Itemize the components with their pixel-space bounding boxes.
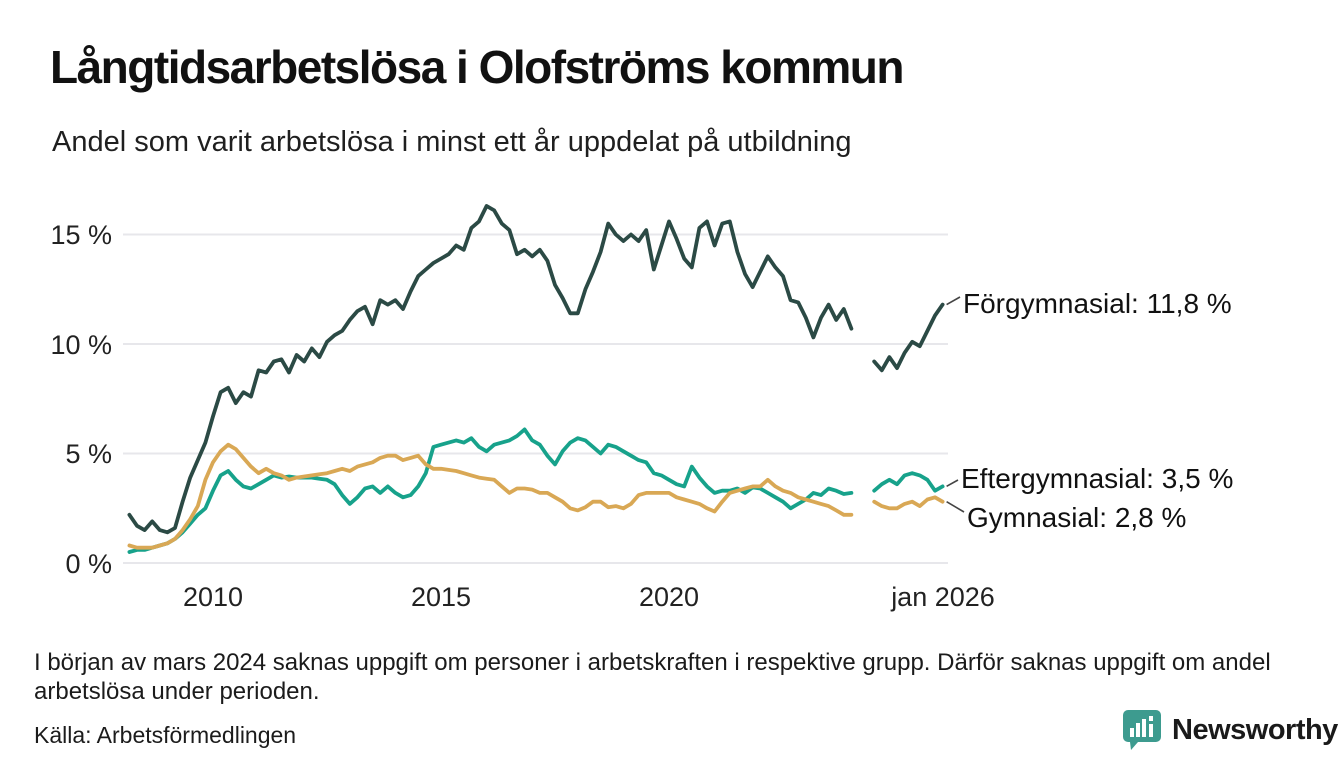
series-label-gymnasial: Gymnasial: 2,8 % [967,502,1187,533]
x-axis-tick-jan-2026: jan 2026 [891,582,995,612]
label-connector-förgymnasial [946,296,961,306]
series-line-förgymnasial [127,204,945,535]
label-connector-eftergymnasial [946,479,959,488]
y-axis-tick-0: 0 % [65,549,112,579]
series-label-forgymnasial: Förgymnasial: 11,8 % [963,288,1232,319]
y-axis-tick-5: 5 % [65,439,112,469]
source-credit: Källa: Arbetsförmedlingen [34,722,297,748]
series-line-gymnasial [127,442,945,550]
newsworthy-logo-icon [1123,710,1161,750]
series-line-eftergymnasial [127,427,945,554]
page-title: Långtidsarbetslösa i Olofströms kommun [50,41,904,93]
x-axis-tick-2020: 2020 [638,582,700,612]
chart-subtitle: Andel som varit arbetslösa i minst ett å… [52,126,852,158]
newsworthy-brand-text: Newsworthy [1172,713,1338,746]
newsworthy-brand: Newsworthy [1122,708,1338,752]
x-axis-tick-2010: 2010 [182,582,244,612]
chart-footnote: I början av mars 2024 saknas uppgift om … [34,649,1271,705]
y-axis-tick-10: 10 % [50,330,112,360]
y-axis-tick-15: 15 % [50,220,112,250]
x-axis-tick-2015: 2015 [410,582,472,612]
label-connector-gymnasial [946,500,965,513]
series-label-eftergymnasial: Eftergymnasial: 3,5 % [961,463,1234,494]
